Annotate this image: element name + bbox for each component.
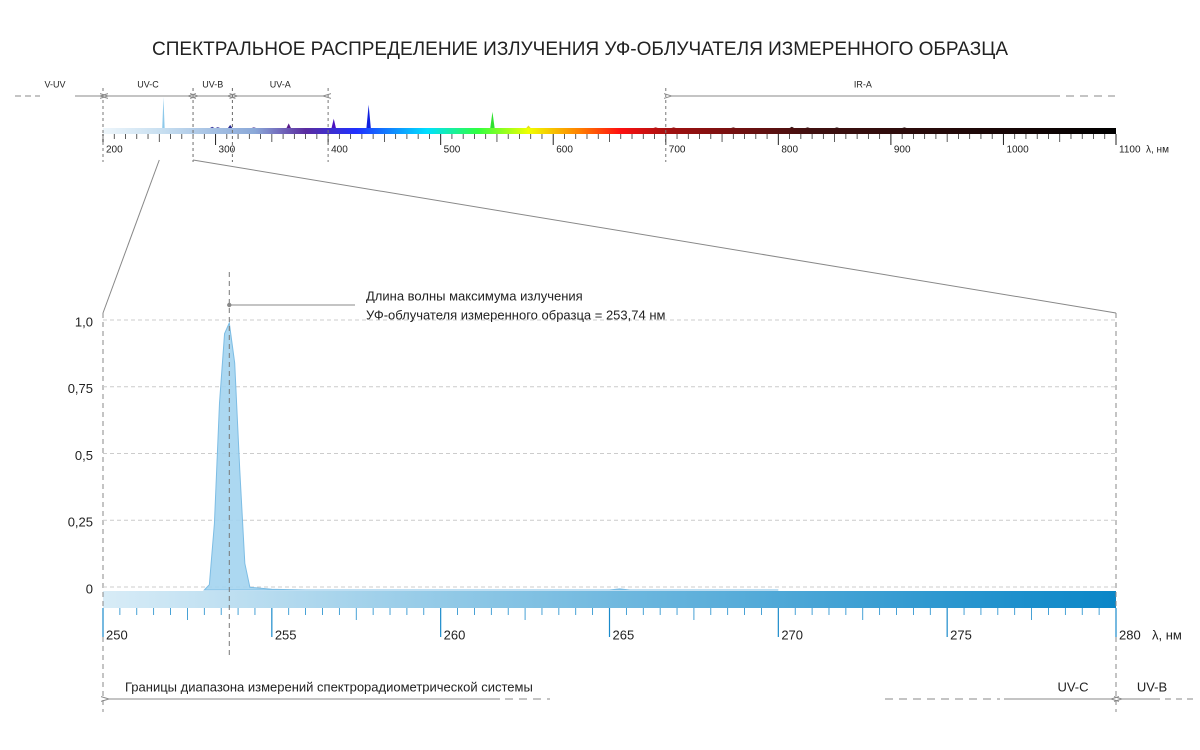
spectral-peak xyxy=(526,125,531,128)
band-label: UV-C xyxy=(137,79,159,89)
x-tick-label: 1000 xyxy=(1006,145,1029,156)
spectral-peak xyxy=(490,111,495,128)
spectral-peak xyxy=(902,127,907,128)
band-label: UV-B xyxy=(202,79,223,89)
x-tick-label: 800 xyxy=(781,145,798,156)
y-tick-label: 0 xyxy=(86,581,93,596)
x-tick-label: 1100 xyxy=(1119,145,1141,156)
annotation: Длина волны максимума излучения xyxy=(366,288,583,303)
band-label: IR-A xyxy=(854,79,872,89)
x-tick-label: 300 xyxy=(219,145,236,156)
spectral-peak xyxy=(366,104,371,128)
x-tick-label: 255 xyxy=(275,627,297,642)
band-label: V-UV xyxy=(44,79,65,89)
y-tick-label: 1,0 xyxy=(75,314,93,329)
range-note: Границы диапазона измерений спектрорадио… xyxy=(125,679,533,694)
x-tick-label: 200 xyxy=(106,145,123,156)
x-tick-label: 600 xyxy=(556,145,573,156)
x-tick-label: 265 xyxy=(613,627,635,642)
x-tick-label: 500 xyxy=(444,145,461,156)
x-axis-label: λ, нм xyxy=(1146,145,1169,156)
x-tick-label: 275 xyxy=(950,627,972,642)
x-tick-label: 260 xyxy=(444,627,466,642)
x-tick-label: 250 xyxy=(106,627,128,642)
spectral-peak xyxy=(789,126,795,128)
spectral-peak xyxy=(227,124,233,128)
x-tick-label: 400 xyxy=(331,145,348,156)
spectral-peak xyxy=(215,127,221,128)
spectral-peak xyxy=(834,127,840,128)
band-label: UV-C xyxy=(1057,679,1088,694)
spectral-peak xyxy=(731,127,736,128)
x-tick-label: 270 xyxy=(781,627,803,642)
spectral-peak xyxy=(653,127,658,128)
x-tick-label: 280 xyxy=(1119,627,1141,642)
spectral-peak xyxy=(251,127,257,128)
chart-title: СПЕКТРАЛЬНОЕ РАСПРЕДЕЛЕНИЕ ИЗЛУЧЕНИЯ УФ-… xyxy=(152,39,1008,60)
band-label: UV-B xyxy=(1137,679,1167,694)
spectral-peak xyxy=(209,126,215,128)
spectral-peak xyxy=(805,127,810,128)
x-tick-label: 900 xyxy=(894,145,911,156)
zoom-line xyxy=(192,159,1117,314)
band-label: UV-A xyxy=(270,79,291,89)
y-tick-label: 0,5 xyxy=(75,448,93,463)
x-tick-label: 700 xyxy=(669,145,686,156)
uvc-strip xyxy=(103,591,1116,608)
x-axis-label: λ, нм xyxy=(1152,627,1182,642)
spectral-peak xyxy=(671,127,676,128)
spectrum-strip xyxy=(103,128,1116,134)
y-tick-label: 0,25 xyxy=(68,515,93,530)
spectral-peak xyxy=(162,97,165,128)
spectral-peak xyxy=(331,118,336,128)
spectrum-area xyxy=(203,321,779,591)
spectral-peak xyxy=(286,123,291,128)
annotation: УФ-облучателя измеренного образца = 253,… xyxy=(366,307,666,322)
y-tick-label: 0,75 xyxy=(68,381,93,396)
zoom-line xyxy=(102,159,160,314)
